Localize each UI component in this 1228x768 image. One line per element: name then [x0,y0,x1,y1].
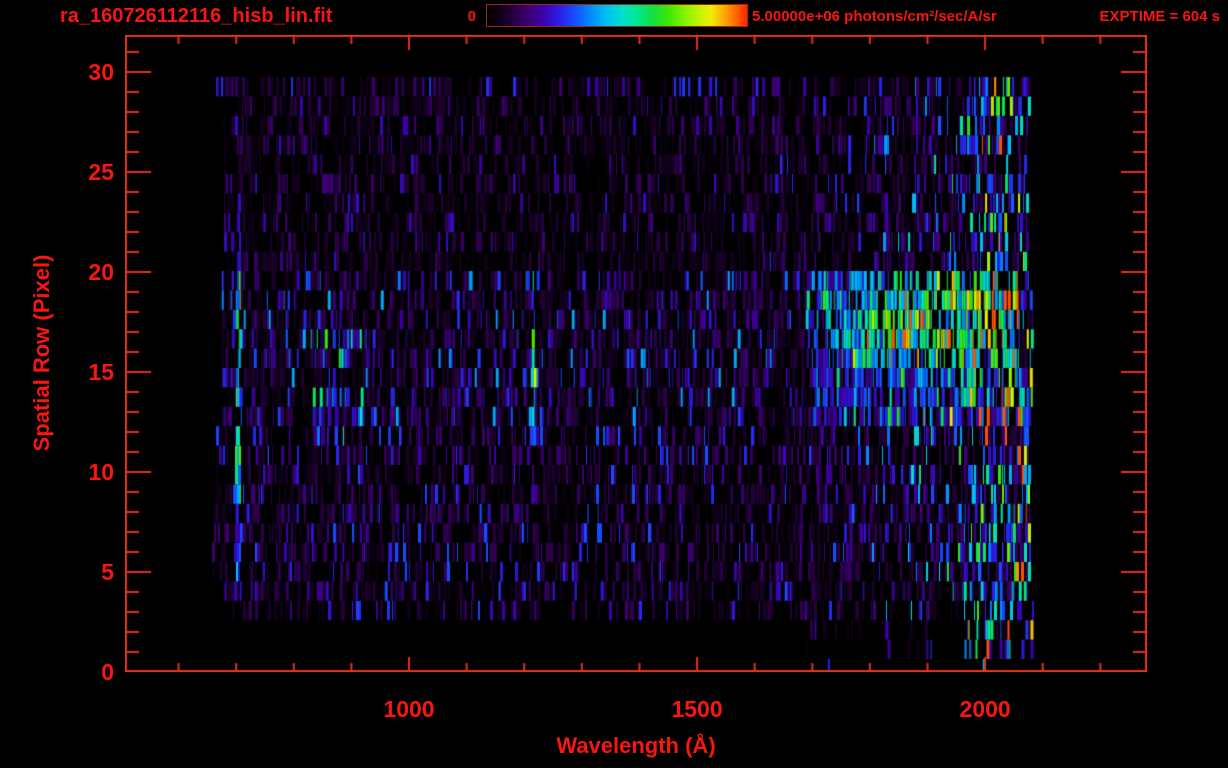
y-axis-title: Spatial Row (Pixel) [29,254,54,452]
exptime-label: EXPTIME = 604 s [1099,8,1220,25]
y-tick-label-5: 5 [101,559,114,585]
y-tick-label-10: 10 [88,459,114,485]
colorbar [486,4,748,27]
spectral-image-canvas [125,35,1147,672]
x-tick-label-1000: 1000 [383,696,435,722]
y-tick-label-15: 15 [88,359,114,385]
x-tick-label-1500: 1500 [671,696,723,722]
x-tick-label-2000: 2000 [959,696,1011,722]
y-tick-label-25: 25 [88,159,114,185]
plot-title: ra_160726112116_hisb_lin.fit [60,5,333,27]
y-tick-label-0: 0 [101,659,114,685]
colorbar-min-label: 0 [467,8,476,25]
y-tick-label-30: 30 [88,59,114,85]
y-tick-label-20: 20 [88,259,114,285]
x-axis-title: Wavelength (Å) [556,733,716,758]
colorbar-gradient [487,5,747,26]
colorbar-max-label: 5.00000e+06 photons/cm²/sec/A/sr [752,8,997,25]
